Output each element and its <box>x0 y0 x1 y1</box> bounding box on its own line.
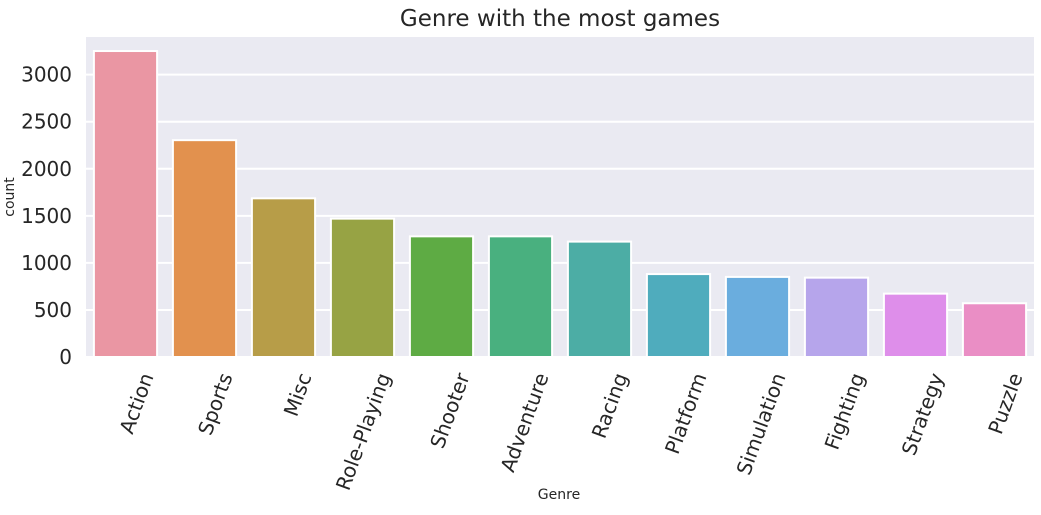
bar-adventure <box>487 235 554 358</box>
y-axis-label: count <box>2 177 18 217</box>
y-axis-ticks: 0 500 1000 1500 2000 2500 3000 <box>21 63 72 369</box>
y-tick-label: 2500 <box>21 110 72 134</box>
y-tick-label: 2000 <box>21 157 72 181</box>
x-tick-label: Misc <box>279 370 317 420</box>
x-tick-label: Racing <box>587 370 633 442</box>
x-axis-ticks: Action Sports Misc Role-Playing Shooter Adven… <box>115 369 1028 493</box>
x-tick-label: Strategy <box>897 370 949 459</box>
x-axis-label: Genre <box>538 487 580 503</box>
y-tick-label: 500 <box>34 298 72 322</box>
chart-title: Genre with the most games <box>400 6 720 32</box>
x-tick-label: Sports <box>193 370 237 438</box>
plot-area <box>86 37 1034 357</box>
bar-simulation <box>724 275 791 358</box>
x-tick-label: Shooter <box>425 369 475 451</box>
y-tick-label: 1500 <box>21 204 72 228</box>
bar-strategy <box>882 292 949 358</box>
bar-shooter <box>408 235 475 358</box>
bars <box>92 50 1028 359</box>
gridlines <box>86 73 1034 358</box>
bar-puzzle <box>961 302 1028 358</box>
x-tick-label: Role-Playing <box>331 370 396 494</box>
bar-racing <box>566 240 633 359</box>
bar-misc <box>250 197 317 358</box>
bar-platform <box>645 273 712 359</box>
bar-role-playing <box>329 217 396 358</box>
y-tick-label: 0 <box>59 345 72 369</box>
x-tick-label: Platform <box>660 370 711 457</box>
x-tick-label: Puzzle <box>983 370 1027 438</box>
x-tick-label: Fighting <box>820 370 870 453</box>
bar-sports <box>171 139 238 358</box>
x-tick-label: Action <box>115 370 159 437</box>
bar-action <box>92 50 159 358</box>
y-tick-label: 3000 <box>21 63 72 87</box>
x-tick-label: Adventure <box>496 370 554 475</box>
bar-fighting <box>803 276 870 358</box>
x-tick-label: Simulation <box>731 370 790 478</box>
y-tick-label: 1000 <box>21 251 72 275</box>
